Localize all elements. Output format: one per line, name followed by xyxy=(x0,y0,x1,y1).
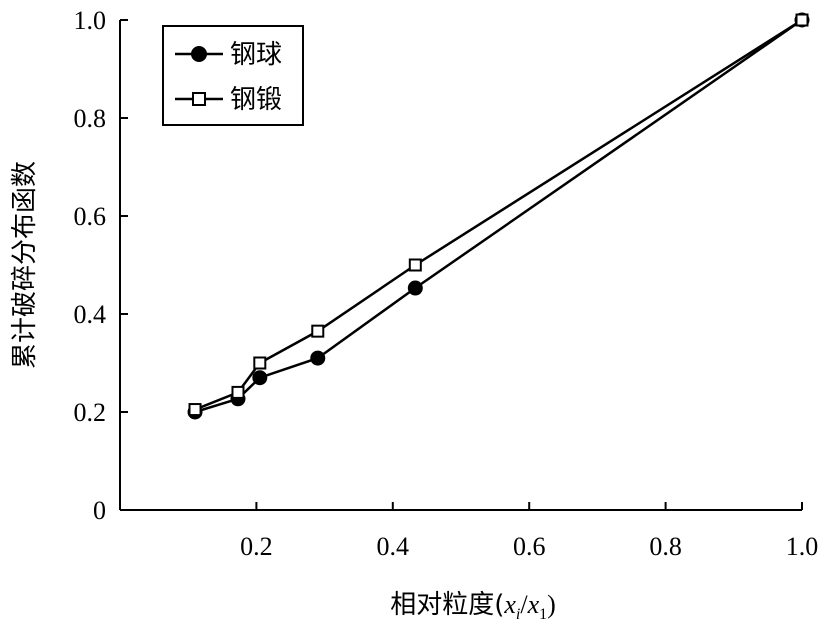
x-axis-title-slash: / xyxy=(520,590,528,619)
data-point-series-2 xyxy=(408,258,422,272)
y-axis-title: 累计破碎分布函数 xyxy=(10,161,40,369)
legend: 钢球 钢锻 xyxy=(162,25,304,126)
data-point-series-2 xyxy=(231,385,245,399)
legend-box xyxy=(162,25,304,126)
series-layer xyxy=(187,12,810,420)
x-tick-label: 0.6 xyxy=(513,532,546,561)
legend-marker-series-2 xyxy=(192,92,206,106)
x-axis-title-close: ) xyxy=(547,590,556,619)
x-axis-title-var-2: x xyxy=(527,590,540,619)
data-point-series-2 xyxy=(188,403,202,417)
x-tick-label: 0.4 xyxy=(377,532,410,561)
x-axis-title-sub-i: i xyxy=(516,606,520,623)
x-tick-label: 1.0 xyxy=(786,532,819,561)
data-point-series-1 xyxy=(407,280,423,296)
x-axis-title-main: 相对粒度( xyxy=(390,590,504,620)
y-tick-label: 0.8 xyxy=(74,104,107,133)
x-tick-label: 0.2 xyxy=(240,532,273,561)
y-tick-label: 0.6 xyxy=(74,202,107,231)
legend-marker-series-1 xyxy=(191,46,207,62)
data-point-series-1 xyxy=(252,370,268,386)
data-point-series-2 xyxy=(311,324,325,338)
series-line-2 xyxy=(194,18,803,411)
y-tick-label: 0.4 xyxy=(74,300,107,329)
legend-label-series-1: 钢球 xyxy=(230,40,282,70)
data-point-series-2 xyxy=(795,13,809,27)
axes xyxy=(119,20,802,511)
ticks: 0 0.2 0.4 0.6 0.8 1.0 0.2 0.4 0.6 0.8 1.0 xyxy=(74,6,819,561)
y-tick-label: 0 xyxy=(93,496,106,525)
x-axis-title-sub-1: 1 xyxy=(539,606,547,623)
y-tick-label: 1.0 xyxy=(74,6,107,35)
legend-label-series-2: 钢锻 xyxy=(230,85,282,115)
x-axis-title-var-1: x xyxy=(503,590,516,619)
data-point-series-1 xyxy=(310,350,326,366)
y-tick-label: 0.2 xyxy=(74,398,107,427)
x-axis-title: 相对粒度(xi/x1) xyxy=(390,590,556,623)
x-tick-label: 0.8 xyxy=(649,532,682,561)
data-point-series-2 xyxy=(253,356,267,370)
